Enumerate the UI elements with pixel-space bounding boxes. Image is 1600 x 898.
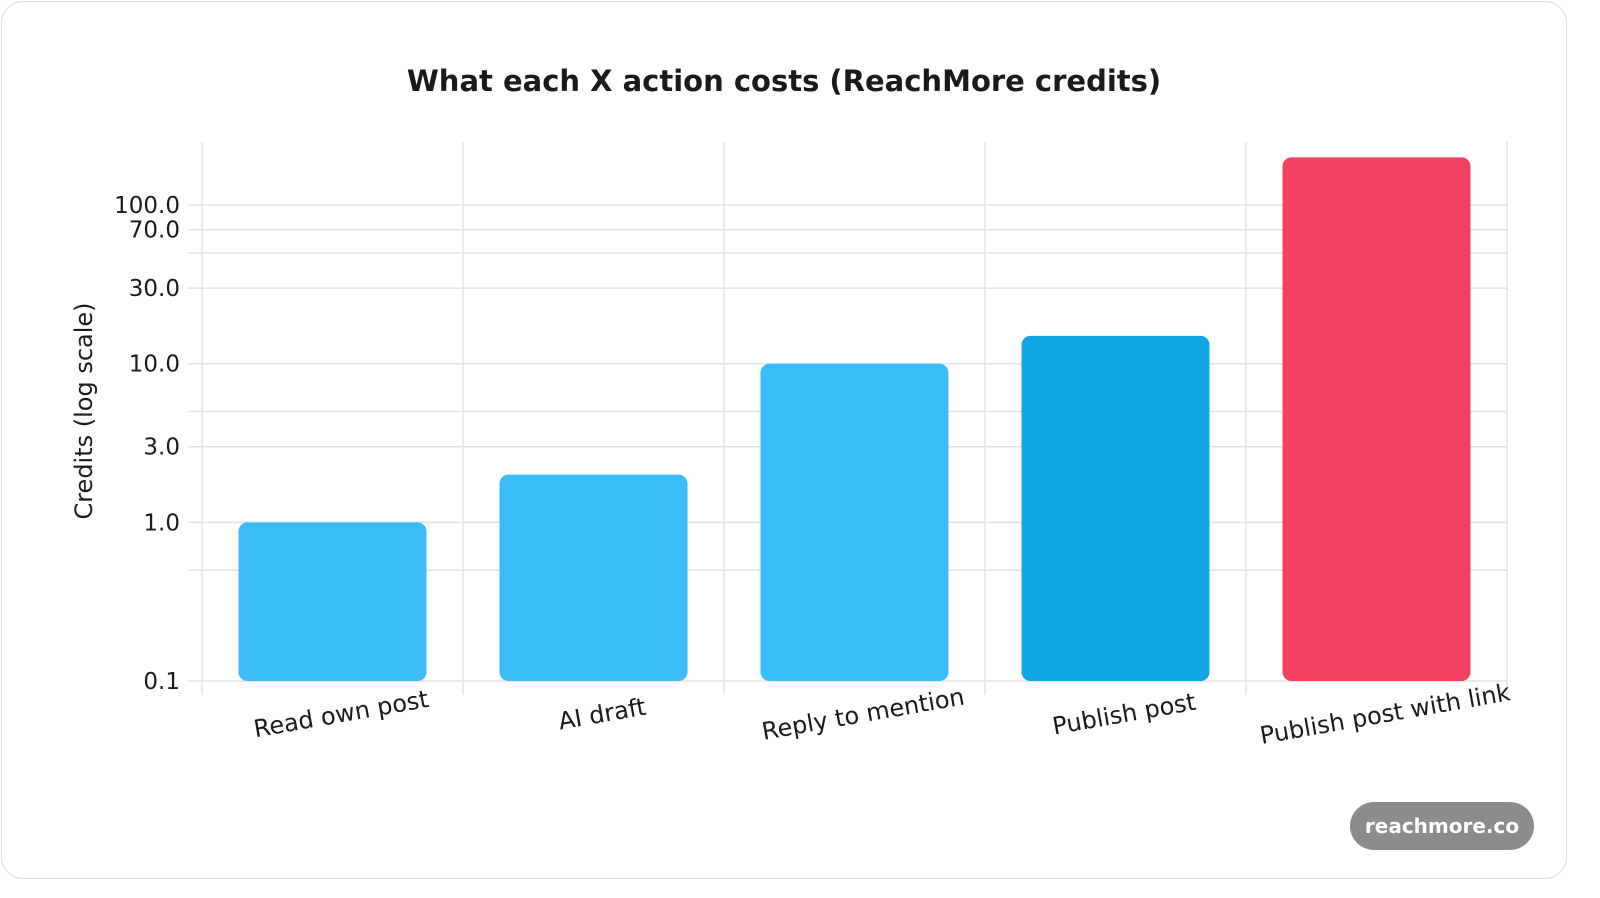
y-axis-title: Credits (log scale) <box>70 302 98 519</box>
bar-read-own-post <box>238 522 427 681</box>
y-tick-label: 0.1 <box>143 669 180 695</box>
x-tick-label: Reply to mention <box>760 683 967 746</box>
bar-reply-to-mention <box>760 363 949 681</box>
bar-ai-draft <box>499 474 688 681</box>
y-tick-label: 100.0 <box>114 193 180 219</box>
x-tick-label: Publish post with link <box>1258 678 1513 750</box>
bar-publish-post-with-link <box>1282 157 1471 681</box>
bar-publish-post <box>1021 335 1210 681</box>
chart-title: What each X action costs (ReachMore cred… <box>406 64 1162 98</box>
y-tick-label: 70.0 <box>129 218 180 244</box>
y-tick-label: 1.0 <box>143 510 180 536</box>
y-tick-label: 30.0 <box>129 276 180 302</box>
x-tick-label: AI draft <box>556 693 648 736</box>
x-tick-label: Publish post <box>1050 688 1198 741</box>
y-tick-label: 10.0 <box>129 352 180 378</box>
y-tick-label: 3.0 <box>143 435 180 461</box>
brand-badge[interactable]: reachmore.co <box>1350 802 1534 850</box>
x-tick-label: Read own post <box>252 685 431 743</box>
